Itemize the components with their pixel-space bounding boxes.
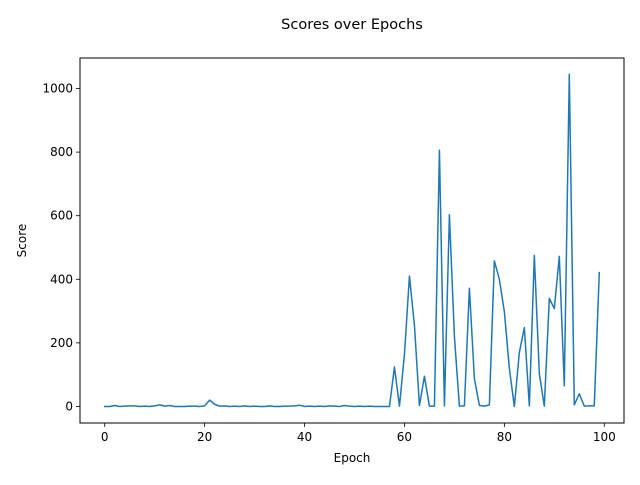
y-tick-label: 0 [65,399,73,413]
y-axis-label: Score [15,224,29,258]
y-tick-label: 800 [50,145,73,159]
y-tick-label: 200 [50,336,73,350]
x-tick-label: 40 [297,430,312,444]
x-tick-label: 0 [101,430,109,444]
x-tick-label: 100 [593,430,616,444]
x-axis-label: Epoch [334,451,371,465]
x-tick-label: 80 [497,430,512,444]
y-tick-label: 400 [50,272,73,286]
chart-title: Scores over Epochs [281,17,423,33]
axes-frame [79,57,625,424]
series-line-0 [103,73,601,408]
x-tick-label: 60 [397,430,412,444]
y-axis-ticks: 0 200 400 600 800 1000 [42,82,80,413]
y-tick-label: 1000 [42,82,73,96]
x-axis-ticks: 0 20 40 60 80 100 [101,423,616,444]
plot-area [103,73,601,408]
y-tick-label: 600 [50,209,73,223]
x-tick-label: 20 [197,430,212,444]
